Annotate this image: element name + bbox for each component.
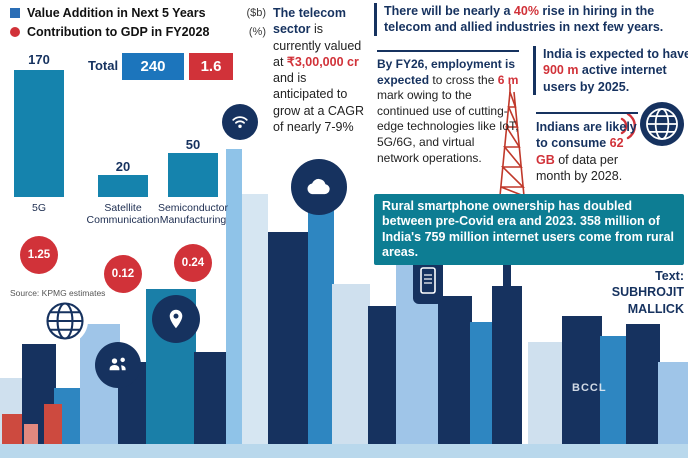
note-text: to cross the (429, 72, 498, 87)
note-text: mark owing to the continued use of cutti… (377, 88, 519, 165)
credit-line: Text: (655, 269, 684, 283)
note-highlight: 40% (513, 4, 539, 18)
building (308, 182, 334, 444)
bar-value-satellite: 20 (115, 159, 131, 174)
bar-value-5g: 170 (28, 52, 50, 67)
total-value-box: 240 (122, 53, 184, 80)
pct-badge-semiconductor: 0.24 (174, 244, 212, 282)
bar-5g (14, 70, 64, 197)
note-highlight: 900 m (543, 63, 579, 78)
note-bold-lead: Indians are likely to consume (536, 120, 637, 151)
globe-icon (42, 298, 88, 344)
building (470, 322, 496, 444)
wifi-icon (222, 104, 258, 140)
chart-legend: Value Addition in Next 5 Years ($b) Cont… (10, 6, 266, 44)
note-bold-lead: The telecom sector (273, 6, 346, 37)
small-red-building (44, 404, 62, 444)
ground-strip (0, 444, 688, 458)
small-red-building (2, 414, 22, 444)
pct-badge-satellite: 0.12 (104, 255, 142, 293)
credit-line: SUBHROJIT (611, 285, 684, 300)
data-consumption-note: Indians are likely to consume 62 GB of d… (536, 112, 638, 184)
legend-swatch-red-dot (10, 27, 20, 37)
total-label: Total (88, 58, 119, 73)
building (332, 284, 370, 444)
bar-satellite (98, 175, 148, 197)
note-text: is currently valued at (273, 22, 362, 69)
note-highlight: 62 GB (536, 136, 624, 167)
legend-item-value-addition: Value Addition in Next 5 Years ($b) (10, 6, 266, 20)
note-bold-lead: There will be nearly a (384, 4, 514, 18)
employment-note: By FY26, employment is expected to cross… (377, 50, 519, 166)
note-bold-lead: By FY26, employment is expected (377, 57, 516, 87)
legend-item-gdp-contribution: Contribution to GDP in FY2028 (%) (10, 25, 266, 39)
legend-unit: ($b) (246, 7, 266, 19)
note-text: and is anticipated to grow at a CAGR of … (273, 71, 365, 134)
location-pin-icon (152, 295, 200, 343)
author-credit: Text: SUBHROJIT MALLICK (594, 268, 684, 317)
category-label-satellite: Satellite Communication (86, 202, 160, 227)
telecom-value-note: The telecom sector is currently valued a… (273, 5, 370, 135)
building (194, 352, 228, 444)
category-label-semiconductor: Semiconductor Manufacturing (157, 202, 229, 227)
building-spire (503, 216, 511, 444)
credit-line: MALLICK (627, 301, 684, 316)
building (368, 306, 398, 444)
note-text: rise in hiring in the telecom and allied… (384, 4, 664, 35)
building (562, 316, 602, 444)
internet-users-note: India is expected to have 900 m active i… (533, 46, 688, 95)
total-pct-box: 1.6 (189, 53, 233, 80)
signal-waves-icon (612, 106, 638, 146)
note-text: active internet users by 2025. (543, 63, 667, 94)
internet-globe-icon (640, 102, 684, 146)
building (626, 324, 660, 444)
mobile-document-icon (413, 258, 443, 304)
building (438, 296, 472, 444)
building (600, 336, 628, 444)
note-highlight: 6 m (497, 72, 519, 87)
team-icon (95, 342, 141, 388)
building (268, 232, 310, 444)
telecom-tower-icon (494, 82, 530, 203)
legend-label: Value Addition in Next 5 Years (27, 6, 206, 20)
pct-badge-5g: 1.25 (20, 236, 58, 274)
source-note: Source: KPMG estimates (10, 288, 106, 298)
category-label-5g: 5G (31, 202, 46, 214)
building (242, 194, 268, 444)
bar-semiconductor (168, 153, 218, 197)
watermark: BCCL (572, 382, 607, 394)
building (226, 149, 242, 444)
legend-unit: (%) (248, 26, 266, 38)
legend-label: Contribution to GDP in FY2028 (27, 25, 210, 39)
note-highlight: ₹3,00,000 cr (286, 54, 359, 69)
building (658, 362, 688, 444)
note-bold-lead: India is expected to have (543, 47, 688, 61)
legend-swatch-blue-square (10, 8, 20, 18)
small-red-building (24, 424, 38, 444)
rural-smartphone-note: Rural smartphone ownership has doubled b… (374, 194, 684, 265)
hiring-note: There will be nearly a 40% rise in hirin… (374, 3, 682, 36)
bar-value-semiconductor: 50 (185, 137, 201, 152)
cloud-icon (291, 159, 347, 215)
note-text: of data per month by 2028. (536, 152, 623, 183)
building (528, 342, 564, 444)
